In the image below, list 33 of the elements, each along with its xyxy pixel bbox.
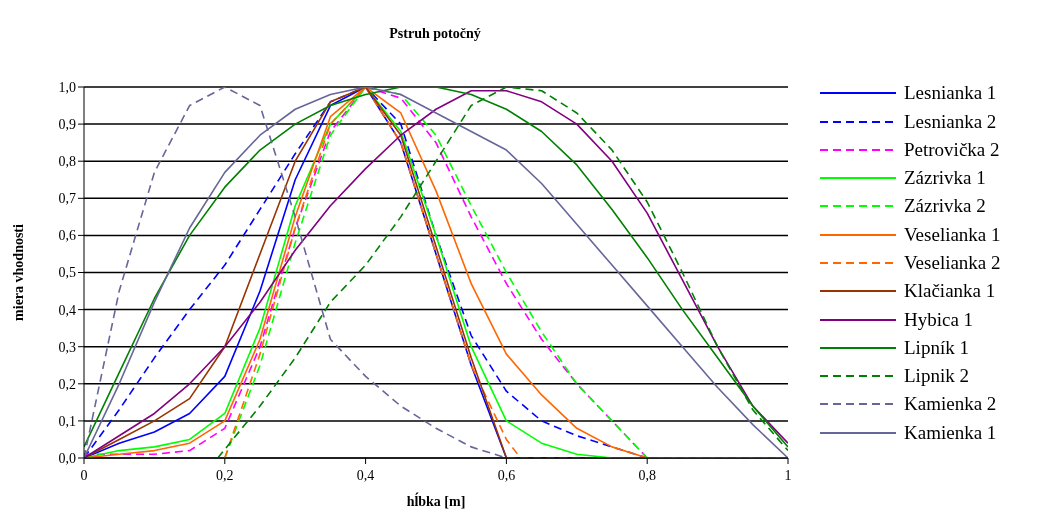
x-tick-label: 0,4	[356, 468, 375, 483]
legend-label: Petrovička 2	[904, 138, 1000, 161]
y-tick-label: 0,8	[58, 154, 76, 170]
y-tick-label: 0,9	[58, 117, 76, 133]
legend-label: Hybica 1	[904, 308, 974, 331]
x-axis-title: hĺbka [m]	[406, 492, 466, 509]
y-tick-label: 0,7	[58, 191, 76, 207]
legend-label: Kamienka 1	[904, 421, 997, 444]
x-tick-label: 0,6	[497, 468, 516, 483]
legend-label: Klačianka 1	[904, 280, 996, 303]
legend-label: Lesnianka 2	[904, 110, 997, 133]
chart-title: Pstruh potočný	[388, 26, 482, 42]
legend-label: Lipník 1	[904, 336, 969, 359]
legend-label: Zázrivka 2	[904, 195, 986, 218]
y-tick-label: 1,0	[58, 79, 76, 95]
y-tick-label: 0,3	[58, 339, 76, 355]
y-tick-label: 0,0	[58, 450, 76, 466]
x-tick-label: 0	[80, 468, 88, 483]
y-tick-label: 0,1	[58, 413, 76, 429]
legend-label: Kamienka 2	[904, 393, 997, 416]
y-tick-label: 0,2	[58, 376, 76, 392]
y-tick-label: 0,4	[58, 302, 76, 318]
y-axis-title: miera vhodnosti	[10, 223, 26, 321]
x-tick-label: 1	[784, 468, 792, 483]
y-tick-label: 0,5	[58, 265, 76, 281]
legend-label: Lesnianka 1	[904, 82, 997, 105]
y-tick-label: 0,6	[58, 228, 76, 244]
x-tick-label: 0,2	[216, 468, 234, 483]
legend-label: Zázrivka 1	[904, 167, 986, 190]
x-tick-label: 0,8	[638, 468, 656, 483]
legend-label: Veselianka 2	[904, 251, 1001, 274]
legend-label: Veselianka 1	[904, 223, 1001, 246]
legend-label: Lipnik 2	[904, 365, 969, 388]
